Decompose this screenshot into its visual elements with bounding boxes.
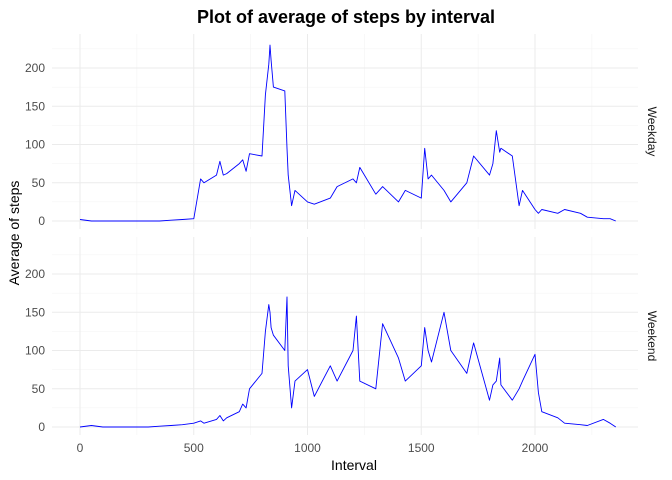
y-axis-title: Average of steps — [6, 181, 22, 286]
facet-strip-label: Weekend — [645, 311, 659, 361]
series-line-weekend — [79, 296, 617, 428]
facet-panels: 0 50 100 150 200 Weekday 0 50 100 150 200 Weekend 0 5… — [25, 34, 659, 455]
x-tick-label: 1500 — [408, 441, 435, 455]
y-tick-label: 200 — [25, 267, 45, 281]
y-tick-label: 0 — [38, 214, 45, 228]
x-tick-label: 1000 — [294, 441, 321, 455]
x-tick-label: 0 — [77, 441, 84, 455]
y-tick-label: 50 — [32, 176, 46, 190]
y-tick-label: 150 — [25, 305, 45, 319]
chart-title: Plot of average of steps by interval — [197, 7, 495, 27]
x-tick-label: 2000 — [522, 441, 549, 455]
y-tick-label: 100 — [25, 344, 45, 358]
y-tick-label: 100 — [25, 138, 45, 152]
x-tick-label: 500 — [184, 441, 204, 455]
y-tick-label: 150 — [25, 99, 45, 113]
y-tick-label: 0 — [38, 420, 45, 434]
series-line-weekday — [79, 44, 616, 222]
y-tick-label: 200 — [25, 61, 45, 75]
x-axis-title: Interval — [331, 457, 377, 473]
y-tick-label: 50 — [32, 382, 46, 396]
facet-strip-label: Weekday — [645, 107, 659, 157]
